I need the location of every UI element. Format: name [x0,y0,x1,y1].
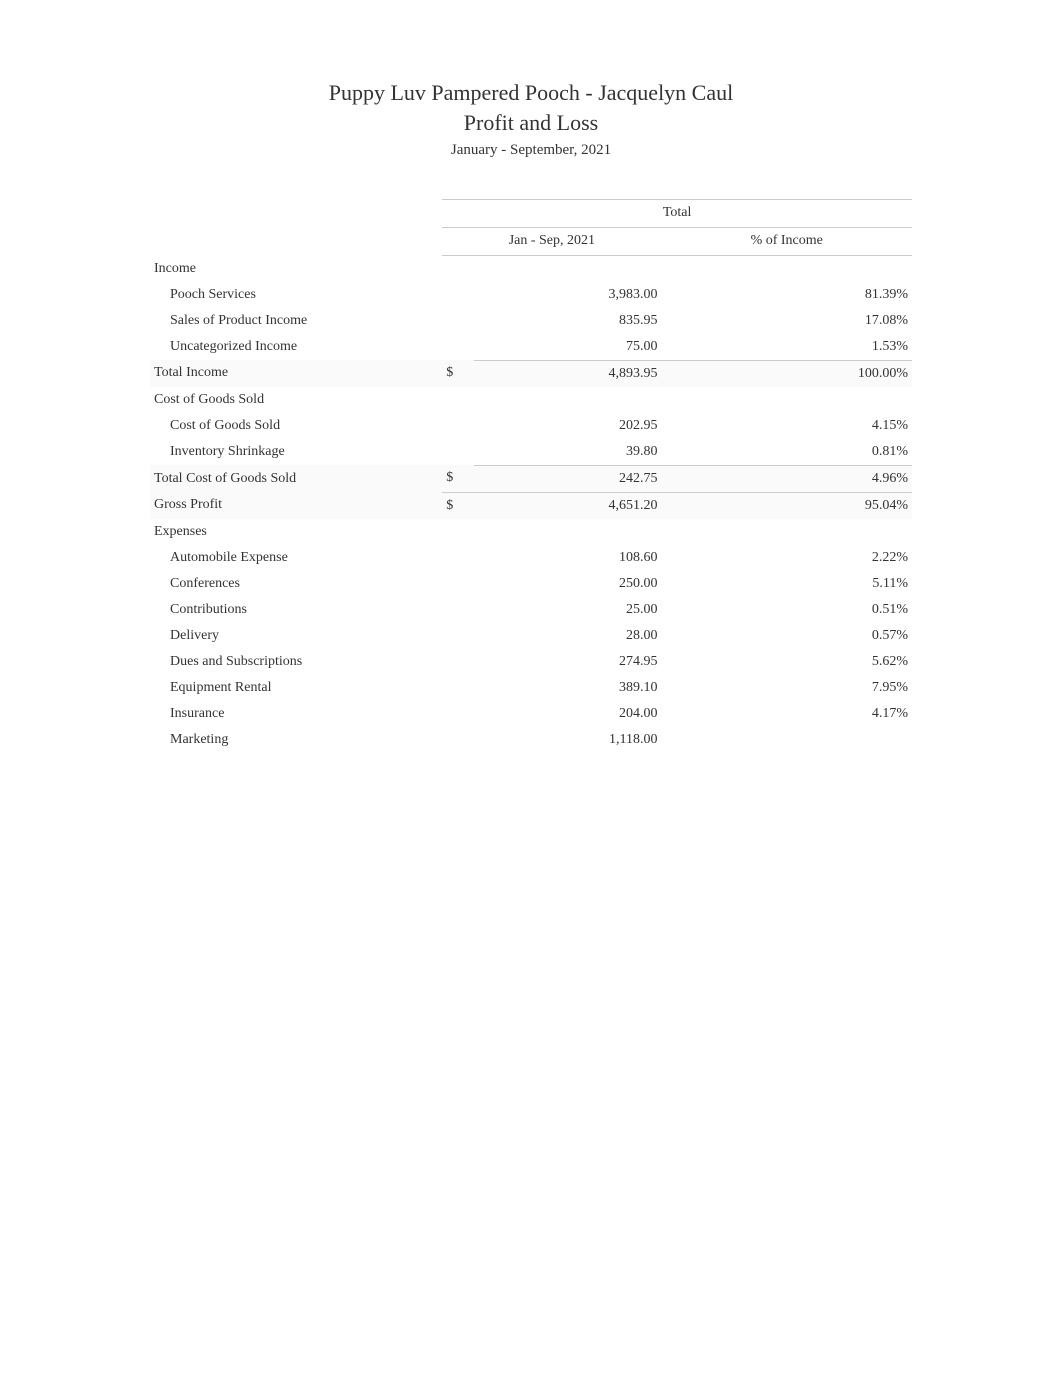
row-amount: 39.80 [474,439,662,466]
table-row: Insurance 204.00 4.17% [150,701,912,727]
table-row: Delivery 28.00 0.57% [150,623,912,649]
period-column-header: Jan - Sep, 2021 [442,228,661,256]
table-row: Dues and Subscriptions 274.95 5.62% [150,649,912,675]
currency-symbol: $ [442,360,473,387]
report-title: Puppy Luv Pampered Pooch - Jacquelyn Cau… [150,80,912,106]
row-label: Delivery [150,623,442,649]
table-row: Uncategorized Income 75.00 1.53% [150,334,912,361]
report-header: Puppy Luv Pampered Pooch - Jacquelyn Cau… [150,80,912,159]
row-percent: 2.22% [661,545,912,571]
row-amount: 250.00 [474,571,662,597]
currency-symbol: $ [442,492,473,519]
cogs-label: Cost of Goods Sold [150,387,442,413]
total-cogs-amount: 242.75 [474,465,662,492]
row-label: Insurance [150,701,442,727]
currency-symbol: $ [442,465,473,492]
income-section-header: Income [150,256,912,282]
report-subtitle: Profit and Loss [150,110,912,136]
row-label: Marketing [150,727,442,753]
table-row: Cost of Goods Sold 202.95 4.15% [150,413,912,439]
gross-profit-row: Gross Profit $ 4,651.20 95.04% [150,492,912,519]
profit-loss-table: Total Jan - Sep, 2021 % of Income Income… [150,199,912,753]
total-income-amount: 4,893.95 [474,360,662,387]
table-row: Marketing 1,118.00 [150,727,912,753]
table-header-columns: Jan - Sep, 2021 % of Income [150,228,912,256]
row-percent: 4.15% [661,413,912,439]
row-percent: 0.57% [661,623,912,649]
total-cogs-row: Total Cost of Goods Sold $ 242.75 4.96% [150,465,912,492]
row-label: Automobile Expense [150,545,442,571]
gross-profit-percent: 95.04% [661,492,912,519]
table-row: Equipment Rental 389.10 7.95% [150,675,912,701]
row-amount: 389.10 [474,675,662,701]
row-percent: 4.17% [661,701,912,727]
row-label: Sales of Product Income [150,308,442,334]
total-income-percent: 100.00% [661,360,912,387]
row-percent: 81.39% [661,282,912,308]
gross-profit-label: Gross Profit [150,492,442,519]
table-row: Conferences 250.00 5.11% [150,571,912,597]
row-amount: 28.00 [474,623,662,649]
row-label: Equipment Rental [150,675,442,701]
row-percent: 0.81% [661,439,912,466]
expenses-label: Expenses [150,519,442,545]
row-amount: 835.95 [474,308,662,334]
income-label: Income [150,256,442,282]
report-period: January - September, 2021 [150,142,912,159]
total-header: Total [442,200,912,228]
row-percent: 5.11% [661,571,912,597]
row-label: Contributions [150,597,442,623]
table-row: Inventory Shrinkage 39.80 0.81% [150,439,912,466]
table-header-total: Total [150,200,912,228]
row-label: Dues and Subscriptions [150,649,442,675]
row-percent: 17.08% [661,308,912,334]
cogs-section-header: Cost of Goods Sold [150,387,912,413]
table-row: Automobile Expense 108.60 2.22% [150,545,912,571]
row-percent: 1.53% [661,334,912,361]
gross-profit-amount: 4,651.20 [474,492,662,519]
expenses-section-header: Expenses [150,519,912,545]
row-amount: 25.00 [474,597,662,623]
total-cogs-label: Total Cost of Goods Sold [150,465,442,492]
row-amount: 202.95 [474,413,662,439]
row-percent [661,727,912,753]
row-amount: 108.60 [474,545,662,571]
row-label: Pooch Services [150,282,442,308]
total-cogs-percent: 4.96% [661,465,912,492]
row-label: Uncategorized Income [150,334,442,361]
table-row: Sales of Product Income 835.95 17.08% [150,308,912,334]
percent-column-header: % of Income [661,228,912,256]
row-percent: 5.62% [661,649,912,675]
row-amount: 1,118.00 [474,727,662,753]
total-income-row: Total Income $ 4,893.95 100.00% [150,360,912,387]
row-percent: 7.95% [661,675,912,701]
row-amount: 204.00 [474,701,662,727]
row-amount: 75.00 [474,334,662,361]
row-label: Cost of Goods Sold [150,413,442,439]
row-label: Conferences [150,571,442,597]
row-amount: 3,983.00 [474,282,662,308]
row-label: Inventory Shrinkage [150,439,442,466]
row-percent: 0.51% [661,597,912,623]
table-row: Pooch Services 3,983.00 81.39% [150,282,912,308]
row-amount: 274.95 [474,649,662,675]
total-income-label: Total Income [150,360,442,387]
table-row: Contributions 25.00 0.51% [150,597,912,623]
